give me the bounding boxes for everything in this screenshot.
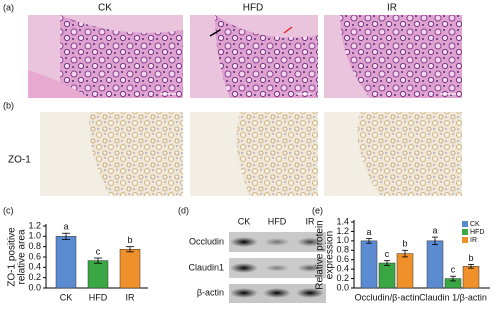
tissue — [236, 112, 318, 196]
bar — [396, 253, 414, 289]
band — [296, 288, 324, 298]
x-tick-label: IR — [126, 292, 136, 302]
y-tick-label: 0.4 — [28, 262, 41, 272]
significance-label: b — [127, 235, 132, 245]
band — [230, 263, 258, 273]
y-tick-label: 0.2 — [336, 273, 349, 283]
bar — [462, 266, 480, 289]
error-bar — [432, 236, 438, 246]
tissue — [89, 112, 183, 196]
legend-label: HFD — [470, 229, 484, 236]
legend-swatch — [462, 221, 468, 227]
y-tick-label: 0.6 — [336, 254, 349, 264]
legend-label: IR — [470, 237, 477, 244]
y-tick-label: 1.4 — [336, 216, 349, 226]
tissue — [60, 15, 183, 98]
bar — [55, 236, 77, 289]
arrow — [209, 29, 221, 37]
band — [297, 237, 323, 247]
protein-label: Claudin1 — [188, 262, 224, 272]
panel-label: (a) — [3, 2, 14, 12]
y-tick-label: 1.2 — [336, 226, 349, 236]
he-images — [28, 15, 462, 98]
tissue — [357, 112, 462, 196]
y-axis-label: ZO-1 positive — [7, 227, 18, 287]
lane-label: IR — [306, 216, 316, 226]
x-tick-label: HFD — [89, 292, 108, 302]
y-tick-label: 0.4 — [336, 264, 349, 274]
y-tick-label: 0.6 — [28, 251, 41, 261]
x-tick-label: CK — [60, 292, 73, 302]
y-axis-label: relative area — [17, 229, 28, 284]
significance-label: a — [63, 222, 68, 232]
lane-label: CK — [238, 216, 251, 226]
protein-label: β-actin — [197, 287, 224, 297]
significance-label: c — [96, 246, 101, 256]
protein-label: Occludin — [189, 236, 224, 246]
bar — [360, 240, 378, 289]
panel-label: (b) — [3, 100, 14, 110]
y-tick-label: 0.0 — [28, 282, 41, 292]
blot: CK HFD IR Occludin Claudin1 β-actin — [188, 216, 326, 303]
legend-swatch — [462, 229, 468, 235]
y-axis-label: Relative protein — [315, 220, 326, 289]
bar — [378, 262, 396, 289]
y-tick-label: 0.2 — [28, 272, 41, 282]
significance-label: b — [402, 239, 407, 249]
significance-label: a — [432, 225, 437, 235]
band — [263, 288, 291, 298]
significance-label: c — [385, 249, 390, 259]
band — [264, 238, 290, 246]
legend-label: CK — [470, 221, 480, 228]
group-header: IR — [387, 3, 397, 14]
error-bar — [62, 232, 70, 240]
panel-label: (d) — [178, 205, 189, 215]
legend-swatch — [462, 237, 468, 243]
band — [230, 237, 258, 247]
error-bar — [366, 238, 372, 244]
tissue — [215, 15, 318, 98]
panel-label: (e) — [312, 205, 323, 215]
bar — [426, 240, 444, 289]
bar — [119, 249, 141, 289]
error-bar — [450, 275, 456, 282]
significance-label: a — [366, 227, 371, 237]
group-header: HFD — [243, 3, 264, 14]
bar — [87, 260, 109, 289]
y-tick-label: 1.0 — [28, 231, 41, 241]
error-bar — [384, 260, 390, 266]
row-label: ZO-1 — [8, 155, 31, 166]
significance-label: c — [451, 265, 456, 275]
y-tick-label: 1.2 — [28, 220, 41, 230]
panel-label: (c) — [3, 205, 14, 215]
y-tick-label: 0.8 — [28, 241, 41, 251]
significance-label: b — [468, 253, 473, 263]
band — [230, 288, 258, 298]
ihc-images — [40, 112, 462, 196]
muscle — [28, 70, 90, 98]
error-bar — [402, 249, 408, 258]
y-tick-label: 0.8 — [336, 245, 349, 255]
y-axis-label: expression — [325, 231, 336, 279]
x-tick-label: Claudin 1/β-actin — [419, 292, 487, 302]
band — [264, 264, 290, 272]
arrow — [283, 26, 293, 34]
x-tick-label: Occludin/β-actin — [355, 292, 420, 302]
group-header: CK — [98, 3, 112, 14]
error-bar — [468, 264, 474, 269]
tissue — [340, 15, 462, 98]
y-tick-label: 0.0 — [336, 282, 349, 292]
error-bar — [94, 257, 102, 264]
band — [297, 264, 323, 272]
error-bar — [126, 246, 134, 253]
y-tick-label: 1.0 — [336, 235, 349, 245]
lane-label: HFD — [268, 216, 287, 226]
